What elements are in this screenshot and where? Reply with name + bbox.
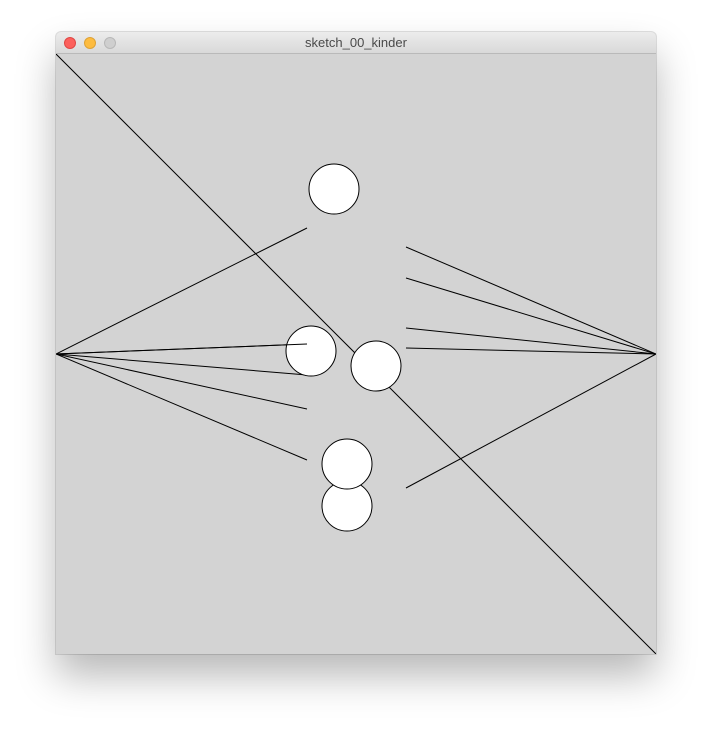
left-fan-line bbox=[56, 353, 308, 376]
circle bbox=[350, 340, 402, 392]
minimize-button[interactable] bbox=[84, 37, 96, 49]
sketch-window: sketch_00_kinder bbox=[56, 32, 656, 654]
close-button[interactable] bbox=[64, 37, 76, 49]
circle bbox=[308, 163, 360, 215]
circle bbox=[285, 325, 337, 377]
sketch-canvas bbox=[56, 54, 656, 654]
right-fan-line bbox=[405, 327, 656, 355]
right-fan-line bbox=[405, 277, 656, 355]
window-title: sketch_00_kinder bbox=[305, 35, 407, 50]
right-fan-line bbox=[405, 353, 656, 489]
right-fan-line bbox=[405, 347, 656, 355]
left-fan-line bbox=[56, 227, 308, 355]
overlay-line bbox=[56, 343, 308, 355]
title-bar[interactable]: sketch_00_kinder bbox=[56, 32, 656, 54]
left-fan-line bbox=[56, 353, 308, 461]
left-fan-line bbox=[56, 353, 308, 410]
circle bbox=[321, 438, 373, 490]
right-fan-line bbox=[405, 246, 656, 355]
zoom-button[interactable] bbox=[104, 37, 116, 49]
